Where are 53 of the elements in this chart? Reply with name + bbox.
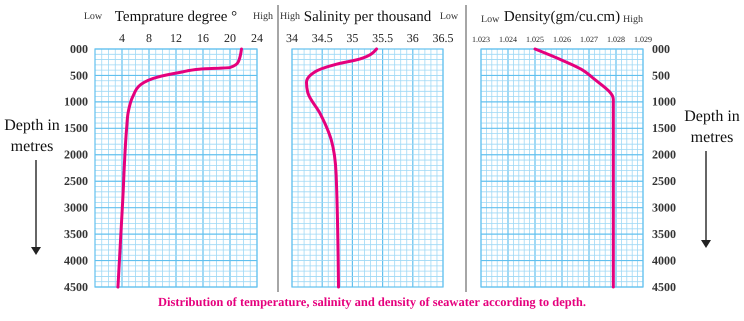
x-tick-label: 1.024 <box>499 35 517 44</box>
y-tick-label: 1000 <box>64 94 88 109</box>
text: High <box>280 11 300 22</box>
x-tick-label: 1.027 <box>580 35 598 44</box>
x-tick-label: 35 <box>346 31 358 45</box>
chart-title: Salinity per thousand <box>304 9 432 25</box>
y-tick-label: 1500 <box>64 121 88 136</box>
y-tick-label: 2500 <box>652 174 676 188</box>
y-tick-label: 3500 <box>64 226 88 241</box>
x-tick-label: 12 <box>170 31 182 45</box>
y-tick-label: 2000 <box>64 148 88 162</box>
y-tick-label: 4500 <box>652 280 676 294</box>
line-series <box>116 48 243 288</box>
x-tick-label: 1.025 <box>526 35 544 44</box>
y-tick-label: 4500 <box>64 280 88 294</box>
y-tick-label: 1500 <box>652 121 676 136</box>
x-tick-label: 16 <box>197 31 209 45</box>
text: Distribution of temperature, salinity and density of seawater according to depth. <box>158 295 586 309</box>
y-axis-title: Depth in metres <box>684 108 740 146</box>
x-tick-label: 20 <box>224 31 236 45</box>
x-tick-label: 24 <box>251 31 263 45</box>
y-tick-label: 4000 <box>652 253 676 268</box>
y-tick-label: 2000 <box>652 148 676 162</box>
x-tick-label: 1.026 <box>553 35 571 44</box>
x-tick-label: 4 <box>119 31 125 45</box>
chart-title: Temprature degree ° <box>114 9 238 25</box>
chart-title: Density(gm/cu.cm) <box>504 9 620 25</box>
x-tick-label: 1.029 <box>634 35 652 44</box>
line-series <box>534 48 615 288</box>
y-tick-label: 3000 <box>652 200 676 215</box>
text: Low <box>440 11 459 22</box>
x-tick-label: 36 <box>406 31 419 45</box>
y-axis-title: Depth in metres <box>4 117 60 155</box>
x-tick-label: 1.023 <box>472 35 490 44</box>
text: High <box>253 11 273 22</box>
y-tick-label: 500 <box>70 68 88 82</box>
x-tick-label: 1.028 <box>607 35 625 44</box>
y-tick-label: 2500 <box>64 174 88 188</box>
x-tick-label: 34 <box>286 31 298 45</box>
y-tick-label: 500 <box>652 68 670 82</box>
text: Low <box>481 14 500 25</box>
x-tick-label: 35.5 <box>372 31 394 45</box>
text: High <box>623 14 643 25</box>
y-tick-label: 3500 <box>652 226 676 241</box>
y-tick-label: 000 <box>70 42 88 56</box>
x-tick-label: 34.5 <box>312 31 333 45</box>
x-tick-label: 8 <box>146 31 152 45</box>
text: Low <box>84 11 103 22</box>
y-tick-label: 3000 <box>64 200 88 215</box>
x-tick-label: 36.5 <box>432 31 454 45</box>
y-tick-label: 4000 <box>64 253 88 268</box>
y-tick-label: 000 <box>652 42 670 56</box>
y-tick-label: 1000 <box>652 94 676 109</box>
